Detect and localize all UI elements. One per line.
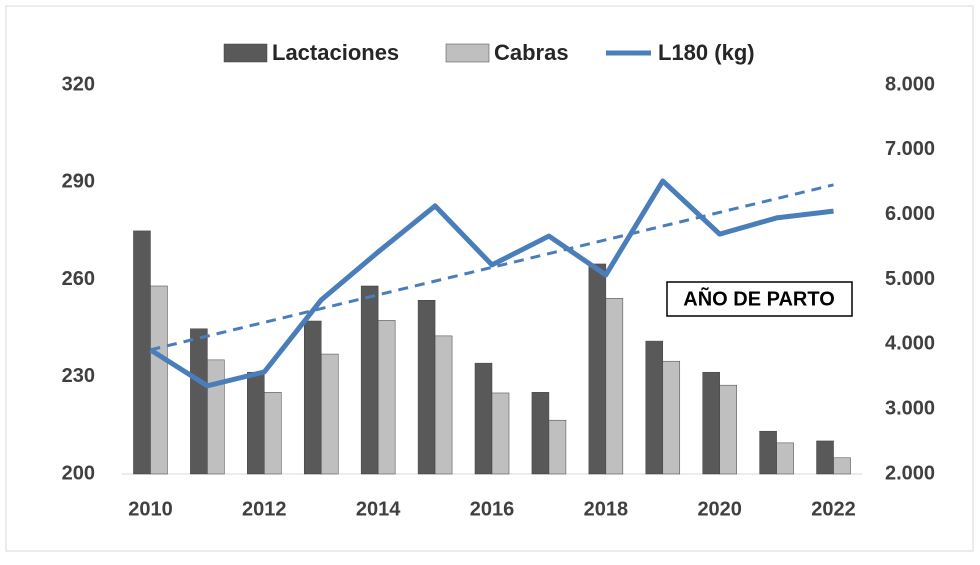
bar — [190, 328, 208, 475]
line — [149, 178, 834, 389]
x-tick-label: 2022 — [811, 498, 856, 520]
legend-label: L180 (kg) — [658, 40, 755, 65]
legend-label: Cabras — [494, 40, 569, 65]
bar — [702, 371, 720, 475]
bar — [816, 440, 834, 475]
bar — [320, 353, 339, 475]
bar — [474, 362, 493, 475]
y-tick-label: 230 — [62, 365, 95, 387]
x-tick-label: 2020 — [697, 498, 742, 520]
bar — [207, 359, 225, 475]
bar — [264, 392, 282, 475]
bar — [776, 442, 794, 475]
y-tick-label: 320 — [62, 73, 95, 95]
bar — [645, 340, 664, 475]
x-tick-label: 2012 — [242, 498, 287, 520]
x-tick-label: 2018 — [584, 498, 629, 520]
legend-label: Lactaciones — [272, 40, 399, 65]
y2-tick-label: 2.000 — [885, 462, 935, 484]
x-tick-label: 2010 — [128, 498, 173, 520]
y2-tick-label: 6.000 — [885, 203, 935, 225]
y2-tick-label: 8.000 — [885, 73, 935, 95]
trendline — [150, 183, 834, 352]
bar — [133, 230, 151, 475]
y2-tick-label: 5.000 — [885, 268, 935, 290]
y2-tick-label: 4.000 — [885, 333, 935, 355]
bar — [719, 384, 737, 475]
bar — [662, 360, 681, 475]
bar — [360, 285, 379, 475]
legend-swatch — [223, 43, 268, 63]
annotation-box — [666, 281, 853, 317]
bar — [491, 392, 510, 475]
y2-tick-label: 7.000 — [885, 138, 935, 160]
bar — [548, 419, 567, 475]
bar — [833, 457, 851, 475]
x-tick-label: 2016 — [470, 498, 515, 520]
bar — [377, 320, 396, 475]
bar — [150, 285, 168, 475]
bar — [247, 371, 265, 475]
y-tick-label: 200 — [62, 462, 95, 484]
annotation: AÑO DE PARTO — [683, 287, 835, 310]
bar — [434, 335, 453, 475]
bar — [759, 430, 777, 475]
y-tick-label: 260 — [62, 268, 95, 290]
bar — [531, 392, 550, 475]
bar — [303, 320, 322, 475]
bar — [588, 263, 607, 475]
x-tick-label: 2014 — [356, 498, 401, 520]
y2-tick-label: 3.000 — [885, 397, 935, 419]
y-tick-label: 290 — [62, 171, 95, 193]
legend-swatch — [445, 43, 490, 63]
bar — [605, 298, 624, 475]
bar — [417, 299, 436, 475]
